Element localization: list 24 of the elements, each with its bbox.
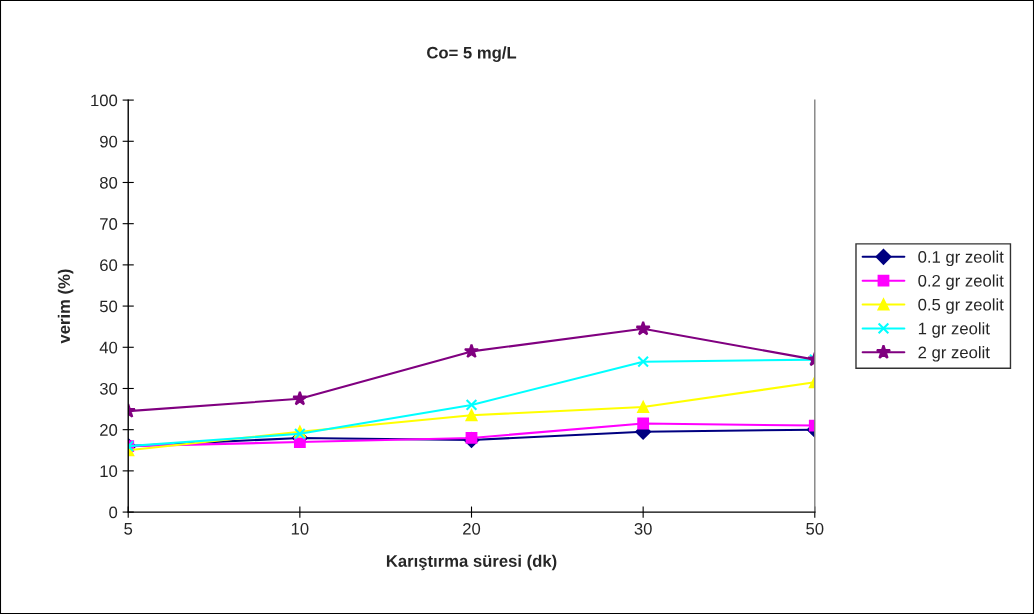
chart-title: Co= 5 mg/L: [427, 46, 517, 62]
y-tick-label: 30: [99, 382, 118, 395]
y-tick-label: 50: [99, 300, 118, 313]
y-axis-title: verim (%): [57, 269, 74, 344]
x-tick-label: 20: [463, 522, 481, 535]
x-tick-label: 5: [124, 523, 133, 535]
legend-label: 1 gr zeolit: [918, 322, 990, 338]
y-tick-label: 100: [91, 94, 118, 107]
x-tick-label: 30: [634, 522, 652, 535]
y-tick-label: 0: [109, 506, 118, 519]
y-tick-label: 10: [100, 465, 118, 478]
x-tick-label: 10: [291, 522, 309, 535]
y-tick-label: 20: [100, 424, 118, 436]
legend-label: 2 gr zeolit: [918, 346, 990, 362]
legend-label: 0.1 gr zeolit: [918, 250, 1004, 267]
legend-label: 0.2 gr zeolit: [918, 274, 1004, 290]
y-tick-label: 90: [100, 135, 118, 148]
y-tick-label: 60: [100, 259, 118, 272]
x-axis-title: Karıştırma süresi (dk): [386, 554, 557, 571]
y-tick-label: 70: [100, 218, 118, 230]
x-tick-label: 50: [806, 522, 824, 535]
y-tick-label: 80: [99, 176, 118, 189]
y-tick-label: 40: [99, 341, 118, 354]
legend-label: 0.5 gr zeolit: [918, 298, 1004, 314]
